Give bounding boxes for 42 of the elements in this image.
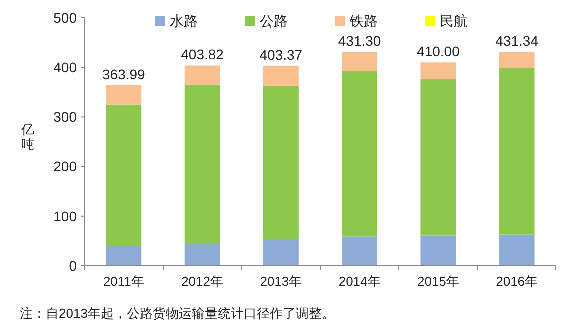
legend-label: 铁路 bbox=[349, 13, 378, 29]
bar bbox=[420, 80, 456, 236]
bar bbox=[263, 66, 299, 86]
total-label: 363.99 bbox=[102, 66, 146, 82]
y-tick-label: 300 bbox=[54, 109, 78, 126]
y-axis-title: 亿吨 bbox=[20, 122, 34, 152]
bar bbox=[106, 85, 142, 105]
legend-label: 水路 bbox=[170, 13, 198, 29]
x-tick-label: 2013年 bbox=[260, 274, 302, 289]
bar bbox=[499, 52, 535, 68]
bar bbox=[342, 71, 378, 237]
x-tick-label: 2015年 bbox=[417, 274, 460, 289]
bar bbox=[184, 84, 220, 244]
bar bbox=[106, 246, 142, 266]
bar bbox=[184, 66, 220, 85]
y-tick-label: 0 bbox=[69, 258, 78, 274]
x-tick-label: 2012年 bbox=[182, 274, 224, 289]
x-tick-label: 2016年 bbox=[496, 274, 538, 289]
bar bbox=[499, 68, 535, 235]
legend-label: 公路 bbox=[260, 13, 288, 29]
legend-label: 民航 bbox=[440, 13, 468, 29]
total-label: 410.00 bbox=[417, 44, 460, 60]
bar bbox=[184, 243, 220, 266]
bar bbox=[342, 52, 378, 72]
x-tick-label: 2011年 bbox=[103, 274, 144, 289]
total-label: 431.34 bbox=[496, 33, 539, 50]
bar bbox=[420, 236, 456, 266]
bar bbox=[263, 86, 299, 240]
bar bbox=[106, 104, 142, 246]
bar bbox=[420, 62, 456, 80]
y-tick-label: 100 bbox=[54, 208, 78, 224]
bar bbox=[499, 234, 535, 266]
bar bbox=[263, 239, 299, 266]
y-tick-label: 500 bbox=[54, 10, 78, 26]
bar bbox=[342, 236, 378, 266]
total-label: 431.30 bbox=[338, 33, 382, 50]
y-tick-label: 200 bbox=[54, 158, 78, 175]
text: 注：自2013年起，公路货物运输量统计口径作了调整。 bbox=[20, 306, 335, 321]
total-label: 403.82 bbox=[181, 46, 224, 63]
y-tick-label: 400 bbox=[54, 60, 78, 76]
total-label: 403.37 bbox=[260, 46, 303, 63]
x-tick-label: 2014年 bbox=[338, 274, 381, 289]
